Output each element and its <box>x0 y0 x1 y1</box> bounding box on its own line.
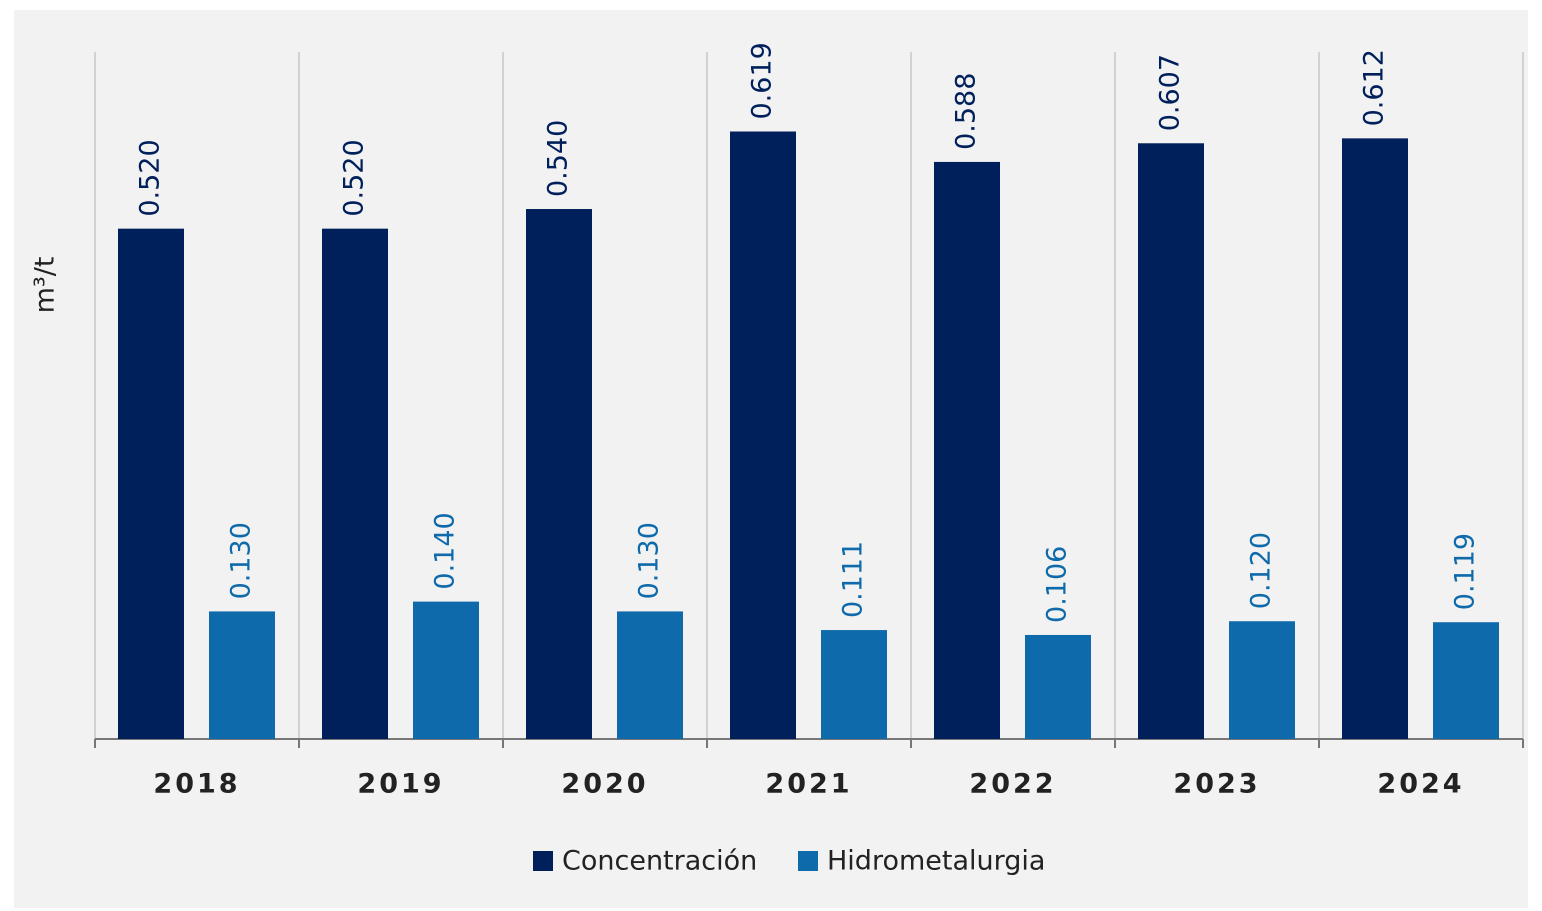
data-label: 0.588 <box>951 73 982 150</box>
bar <box>934 161 1000 740</box>
bar <box>322 228 388 739</box>
bar <box>209 611 275 739</box>
x-tick-label: 2022 <box>969 769 1056 800</box>
x-tick-label: 2018 <box>153 769 240 800</box>
legend-label: Hidrometalurgia <box>827 846 1045 877</box>
data-label: 0.140 <box>430 512 461 589</box>
bar <box>1138 143 1204 740</box>
bar <box>413 601 479 739</box>
data-label: 0.612 <box>1359 49 1390 126</box>
data-label: 0.520 <box>339 139 370 216</box>
x-tick-label: 2020 <box>561 769 648 800</box>
data-label: 0.130 <box>226 522 257 599</box>
legend-swatch <box>533 851 553 871</box>
bar <box>118 228 184 739</box>
data-label: 0.111 <box>838 541 869 618</box>
data-label: 0.119 <box>1450 533 1481 610</box>
data-label: 0.540 <box>543 120 574 197</box>
bar <box>1433 622 1499 739</box>
bar <box>1229 621 1295 739</box>
data-label: 0.130 <box>634 522 665 599</box>
data-label: 0.106 <box>1042 546 1073 623</box>
bar <box>1342 138 1408 739</box>
data-label: 0.520 <box>135 139 166 216</box>
data-label: 0.619 <box>747 42 778 119</box>
x-tick-label: 2021 <box>765 769 852 800</box>
data-label: 0.607 <box>1155 54 1186 131</box>
legend-swatch <box>798 851 818 871</box>
data-label: 0.120 <box>1246 532 1277 609</box>
bar <box>526 209 592 739</box>
x-tick-label: 2023 <box>1173 769 1260 800</box>
bar <box>617 611 683 739</box>
bar <box>1025 634 1091 739</box>
bar <box>730 131 796 739</box>
x-tick-label: 2019 <box>357 769 444 800</box>
x-tick-label: 2024 <box>1377 769 1464 800</box>
legend-label: Concentración <box>562 846 757 877</box>
bar <box>821 630 887 739</box>
y-axis-label: m³/t <box>30 257 61 314</box>
